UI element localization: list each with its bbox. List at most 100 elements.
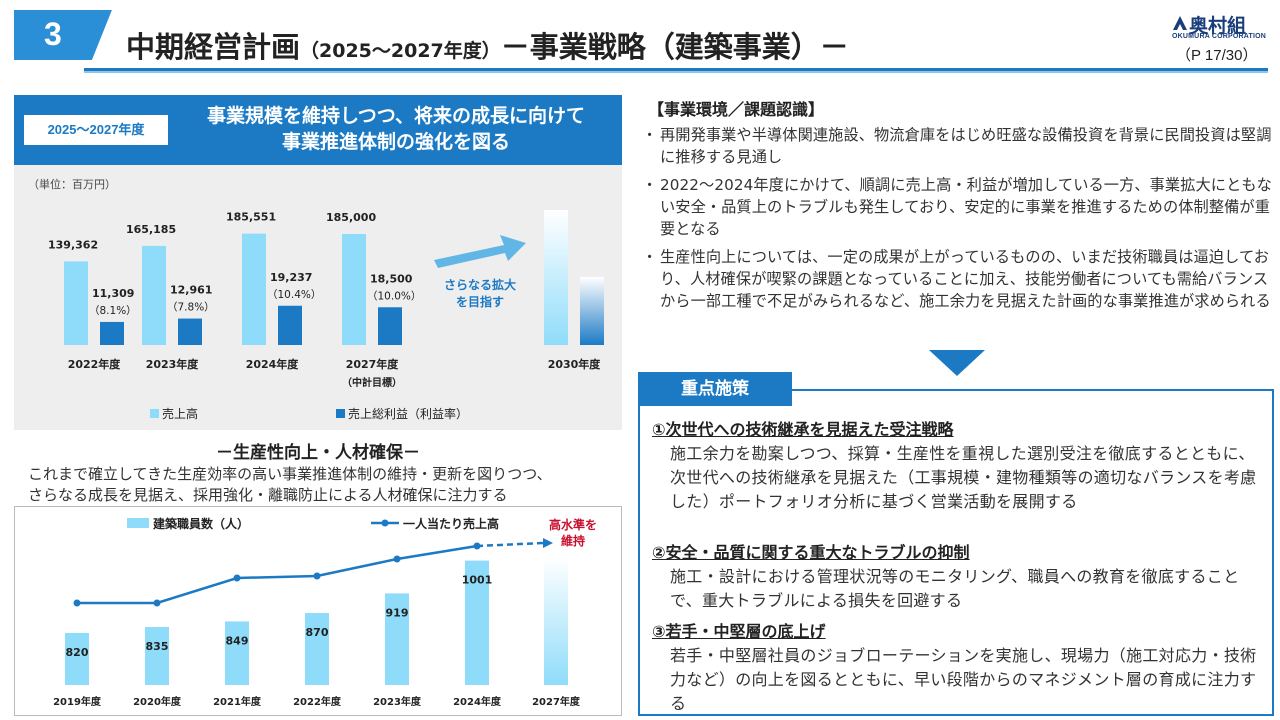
x-tick-label: 2022年度 [68,357,122,371]
per-capita-point [393,555,401,563]
sales-value-label: 139,362 [48,238,98,251]
period-tag: 2025～2027年度 [24,115,168,145]
profit-value-label: 18,500 [370,272,413,285]
x-tick-label: 2022年度 [293,695,342,708]
business-scale-panel: 2025～2027年度 事業規模を維持しつつ、将来の成長に向けて 事業推進体制の… [14,95,622,430]
x-tick-label: 2030年度 [548,357,602,371]
x-tick-label: 2019年度 [53,695,102,708]
legend-label-employees: 建築職員数（人） [152,516,249,531]
sales-bar [64,261,88,345]
employee-bar [465,560,489,685]
title-period: （2025～2027年度） [300,40,501,62]
measure-heading: ②安全・品質に関する重大なトラブルの抑制 [652,543,970,562]
title-sub: －事業戦略（建築事業）－ [500,30,849,64]
x-tick-label: 2023年度 [146,357,200,371]
employee-value-label: 870 [306,626,329,639]
profit-rate-label: （10.0%） [367,290,421,302]
panel-headline: 事業規模を維持しつつ、将来の成長に向けて 事業推進体制の強化を図る [176,103,616,155]
x-tick-label: 2023年度 [373,695,422,708]
sales-bar [142,245,166,345]
profit-bar [278,305,302,345]
x-tick-label: 2020年度 [133,695,182,708]
measure-item: ③若手・中堅層の底上げ 若手・中堅層社員のジョブローテーションを実施し、現場力（… [652,620,1262,716]
company-logo-name: 奥村組 [1189,15,1247,37]
employee-value-label: 849 [226,634,249,647]
per-capita-point [73,599,81,607]
employee-bar [65,633,89,685]
page-number: （P 17/30） [1176,47,1258,64]
measure-body: 施工・設計における管理状況等のモニタリング、職員への教育を徹底することで、重大ト… [670,567,1240,610]
profit-rate-label: （8.1%） [89,305,137,317]
employee-bar [225,621,249,685]
headline-line-2: 事業推進体制の強化を図る [281,131,510,153]
measure-item: ②安全・品質に関する重大なトラブルの抑制 施工・設計における管理状況等のモニタリ… [652,541,1262,613]
header-band [14,10,1268,73]
down-arrow-icon [929,350,985,376]
profit-bar [100,321,124,345]
measure-heading: ③若手・中堅層の底上げ [652,622,826,641]
growth-label: さらなる拡大 [444,277,516,292]
profit-rate-label: （7.8%） [167,302,215,314]
sales-bar [242,233,266,345]
x-tick-note: （中計目標） [342,376,402,389]
section-number: 3 [44,16,62,52]
x-tick-label: 2027年度 [346,357,400,371]
legend-swatch-point [381,519,389,527]
unit-label: （単位：百万円） [28,178,116,191]
productivity-desc-line-1: これまで確立してきた生産効率の高い事業推進体制の維持・更新を図りつつ、 [28,465,552,483]
profit-bar [178,318,202,345]
x-tick-label: 2024年度 [246,357,300,371]
employee-value-label: 1001 [462,574,493,587]
measure-item: ①次世代への技術継承を見据えた受注戦略 施工余力を勘案しつつ、採算・生産性を重視… [652,418,1262,514]
annotation-label: 維持 [561,533,585,548]
employee-value-label: 835 [146,640,169,653]
title-main: 中期経営計画 [126,30,301,64]
growth-label: を目指す [456,294,504,309]
profit-value-label: 12,961 [170,284,212,297]
per-capita-point [233,574,241,582]
x-tick-label: 2024年度 [453,695,502,708]
profit-bar [378,307,402,345]
employee-bar [385,593,409,685]
per-capita-projection [476,541,544,548]
key-measures-box [638,389,1274,716]
headline-line-1: 事業規模を維持しつつ、将来の成長に向けて [206,105,586,127]
legend-swatch-employees [127,518,149,528]
productivity-title: －生産性向上・人材確保－ [216,443,420,463]
environment-item: 2022～2024年度にかけて、順調に売上高・利益が増加している一方、事業拡大に… [640,174,1272,240]
projection-arrowhead-icon [543,538,553,548]
company-logo-en: OKUMURA CORPORATION [1172,33,1267,40]
legend-label-per-capita: 一人当たり売上高 [403,516,499,531]
growth-arrow-icon [434,235,526,268]
profit-rate-label: （10.4%） [267,289,321,301]
measure-body: 若手・中堅層社員のジョブローテーションを実施し、現場力（施工対応力・技術力など）… [670,646,1257,713]
legend-label-sales: 売上高 [162,406,198,421]
employee-bar [305,613,329,685]
sales-bar [342,234,366,345]
profit-value-label: 19,237 [270,271,312,284]
profit-value-label: 11,309 [92,287,134,300]
panel-header: 2025～2027年度 事業規模を維持しつつ、将来の成長に向けて 事業推進体制の… [14,95,622,165]
page-title: 中期経営計画（2025～2027年度）－事業戦略（建築事業）－ [126,24,849,66]
per-capita-line [77,544,478,605]
measure-body: 施工余力を勘案しつつ、採算・生産性を重視した選別受注を徹底するとともに、次世代へ… [670,444,1257,511]
sales-value-label: 185,000 [326,211,376,224]
sales-bar-future [544,210,568,345]
measure-heading: ①次世代への技術継承を見据えた受注戦略 [652,420,954,439]
per-capita-point [153,599,161,607]
legend-swatch-profit [336,409,345,418]
sales-value-label: 185,551 [226,211,276,224]
employee-bar-future [544,557,568,685]
key-measures-tab: 重点施策 [638,372,792,406]
annotation-label: 高水準を [549,517,597,532]
legend-label-profit: 売上総利益（利益率） [348,406,468,421]
employee-bar [145,627,169,685]
employee-value-label: 820 [66,646,89,659]
environment-item: 生産性向上については、一定の成果が上がっているものの、いまだ技術職員は逼迫してお… [640,246,1272,312]
environment-item: 再開発事業や半導体関連施設、物流倉庫をはじめ旺盛な設備投資を背景に民間投資は堅調… [640,124,1272,168]
employee-value-label: 919 [386,606,409,619]
employee-chart: 820 2019年度 835 2020年度 849 2021年度 870 2022年度 919 2… [53,516,597,708]
environment-list: 再開発事業や半導体関連施設、物流倉庫をはじめ旺盛な設備投資を背景に民間投資は堅調… [640,124,1272,318]
profit-bar-future [580,277,604,345]
productivity-description: これまで確立してきた生産効率の高い事業推進体制の維持・更新を図りつつ、 さらなる… [28,464,628,506]
